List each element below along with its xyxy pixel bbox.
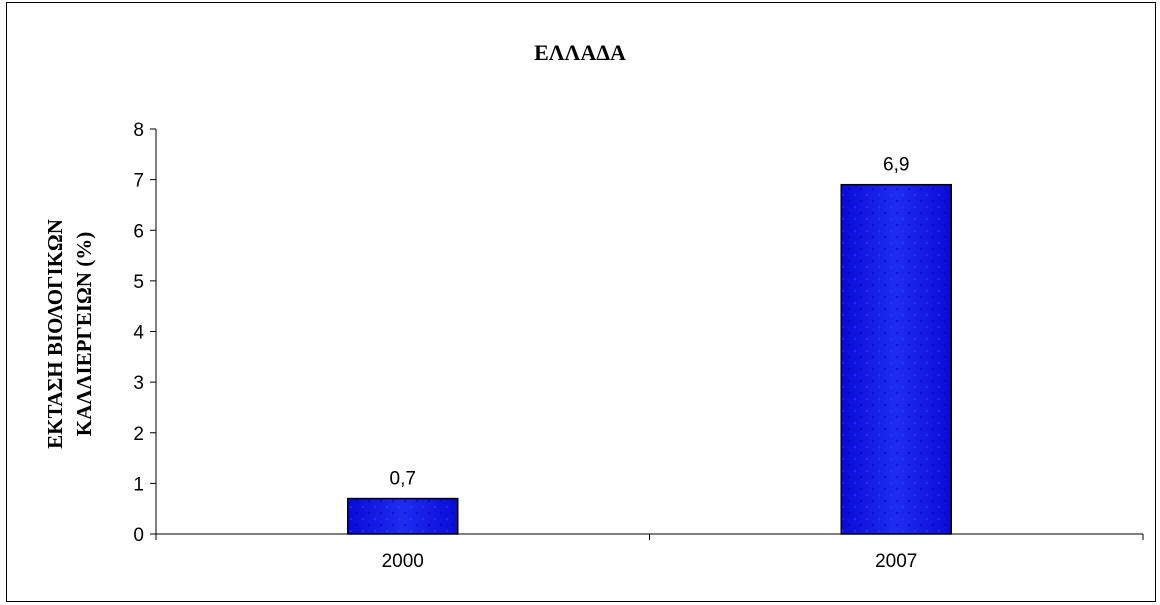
bar-texture [348,499,457,533]
y-tick-label: 7 [133,171,144,192]
y-tick-label: 3 [133,373,144,394]
y-tick-label: 6 [133,221,144,242]
y-tick-label: 0 [133,525,144,546]
x-tick-label: 2000 [382,551,424,572]
chart-title: ΕΛΛΑΔΑ [534,40,626,65]
y-tick-label: 1 [133,474,144,495]
y-tick-label: 5 [133,272,144,293]
y-tick-label: 2 [133,424,144,445]
chart-frame [6,2,1156,602]
data-label: 6,9 [883,155,909,176]
data-label: 0,7 [390,469,416,490]
y-tick-label: 8 [133,120,144,141]
x-tick-label: 2007 [875,551,917,572]
bar-texture [842,185,951,533]
y-tick-label: 4 [133,323,144,344]
